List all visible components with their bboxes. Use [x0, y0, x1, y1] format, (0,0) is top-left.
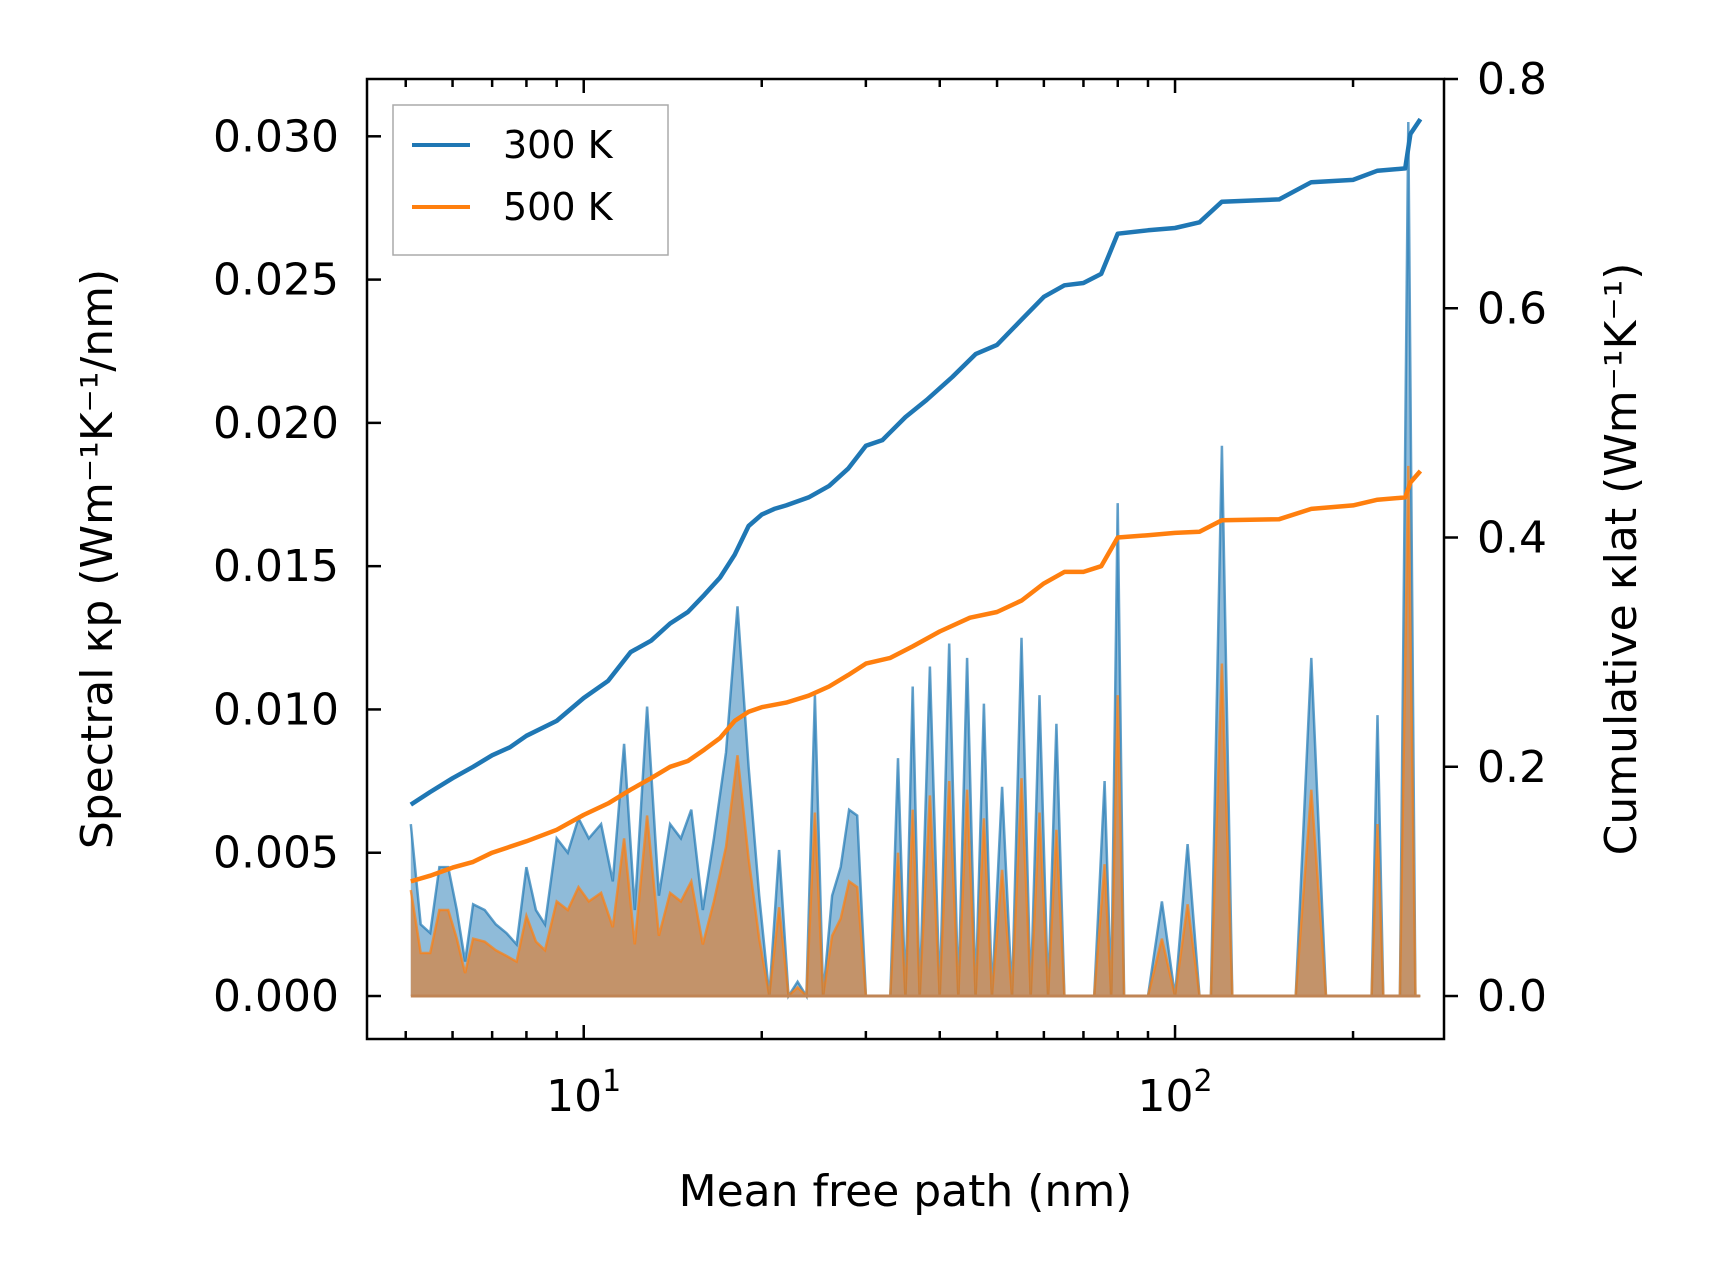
y-left-tick-label: 0.020: [213, 398, 339, 449]
legend-label-500k: 500 K: [503, 185, 614, 229]
y-right-tick-label: 0.6: [1477, 283, 1547, 334]
y-right-tick-label: 0.0: [1477, 971, 1547, 1022]
legend-box: [392, 104, 669, 256]
x-tick-exponent: 1: [602, 1064, 621, 1099]
x-tick-label: 101: [546, 1064, 621, 1122]
y-left-tick-label: 0.000: [213, 971, 339, 1022]
y-left-tick-label: 0.015: [213, 541, 339, 592]
plot-frame: [365, 77, 1446, 1041]
y-left-tick-label: 0.010: [213, 684, 339, 735]
y-left-axis-title: Spectral κp (Wm⁻¹K⁻¹/nm): [72, 269, 123, 849]
cumulative-lines: [409, 117, 1423, 884]
y-right-axis-title: Cumulative κlat (Wm⁻¹K⁻¹): [1596, 263, 1647, 856]
y-right-tick-label: 0.8: [1477, 54, 1547, 105]
legend: 300 K 500 K: [392, 104, 669, 256]
x-axis-title: Mean free path (nm): [679, 1166, 1133, 1217]
y-right-tick-label: 0.2: [1477, 742, 1547, 793]
axis-ticks: [367, 77, 1458, 1039]
x-tick-base: 10: [1137, 1071, 1193, 1122]
y-left-tick-label: 0.025: [213, 255, 339, 306]
x-tick-base: 10: [546, 1071, 602, 1122]
spectral-lines: [409, 121, 1421, 1001]
y-left-tick-label: 0.030: [213, 111, 339, 162]
x-tick-label: 102: [1137, 1064, 1212, 1122]
y-right-tick-label: 0.4: [1477, 513, 1547, 564]
cumulative-line-300k: [409, 117, 1423, 807]
cumulative-line-500k: [410, 469, 1423, 884]
y-left-tick-label: 0.005: [213, 828, 339, 879]
tick-labels: 101 1020.0000.0050.0100.0150.0200.0250.03…: [213, 54, 1547, 1122]
legend-label-300k: 300 K: [503, 123, 614, 167]
x-tick-exponent: 2: [1193, 1064, 1212, 1099]
